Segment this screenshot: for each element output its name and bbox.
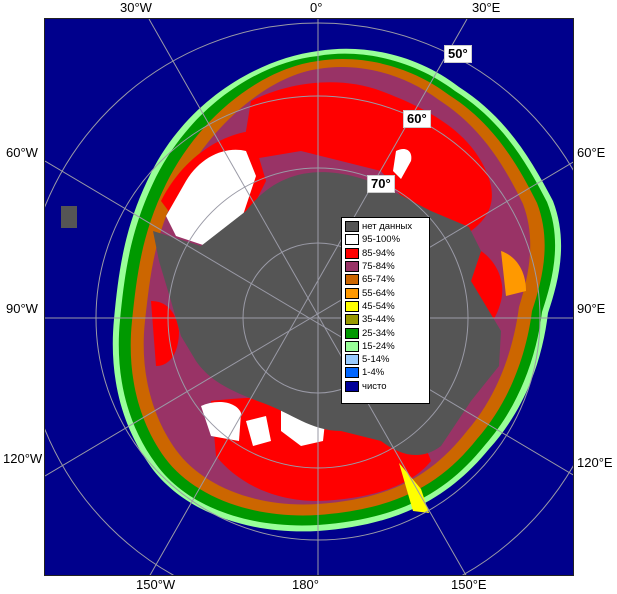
- legend-label: 15-24%: [362, 340, 395, 352]
- legend-swatch: [345, 314, 359, 326]
- polar-stereographic-map: [45, 19, 573, 575]
- legend-item: 15-24%: [345, 340, 426, 353]
- legend-item: 65-74%: [345, 273, 426, 286]
- lon-label-120w: 120°W: [3, 451, 43, 466]
- legend-swatch: [345, 234, 359, 246]
- legend-swatch: [345, 340, 359, 352]
- legend-label: чисто: [362, 380, 387, 392]
- lon-label-60e: 60°E: [577, 145, 606, 160]
- lat-label-60: 60°: [403, 110, 431, 128]
- legend-label: 5-14%: [362, 354, 390, 366]
- lat-label-70: 70°: [367, 175, 395, 193]
- legend-swatch: [345, 287, 359, 299]
- lon-label-120e: 120°E: [577, 455, 613, 470]
- legend-swatch: [345, 221, 359, 233]
- legend-item: 95-100%: [345, 233, 426, 246]
- sea-ice-concentration-map: [44, 18, 574, 576]
- concentration-legend: нет данных 95-100% 85-94% 75-84% 65-74% 55-64…: [341, 217, 430, 404]
- legend-label: нет данных: [362, 221, 413, 233]
- legend-item: 85-94%: [345, 247, 426, 260]
- legend-label: 1-4%: [362, 367, 385, 379]
- legend-swatch: [345, 367, 359, 379]
- legend-swatch: [345, 247, 359, 259]
- legend-swatch: [345, 300, 359, 312]
- legend-swatch: [345, 354, 359, 366]
- lon-label-30e: 30°E: [472, 0, 501, 15]
- legend-item: нет данных: [345, 220, 426, 233]
- legend-item: 35-44%: [345, 313, 426, 326]
- lon-label-180: 180°: [292, 577, 319, 592]
- legend-label: 25-34%: [362, 327, 395, 339]
- no-data-strip: [61, 206, 77, 228]
- legend-swatch: [345, 380, 359, 392]
- legend-item: 1-4%: [345, 366, 426, 379]
- legend-label: 85-94%: [362, 247, 395, 259]
- legend-swatch: [345, 261, 359, 273]
- lon-label-90w: 90°W: [6, 301, 38, 316]
- meridian-120: [45, 161, 573, 477]
- lon-label-90e: 90°E: [577, 301, 606, 316]
- legend-swatch: [345, 274, 359, 286]
- legend-item: 45-54%: [345, 300, 426, 313]
- lon-label-30w: 30°W: [120, 0, 152, 15]
- legend-item: 55-64%: [345, 286, 426, 299]
- legend-label: 55-64%: [362, 287, 395, 299]
- lon-label-60w: 60°W: [6, 145, 38, 160]
- legend-item: 25-34%: [345, 326, 426, 339]
- lon-label-150w: 150°W: [136, 577, 176, 592]
- legend-label: 75-84%: [362, 261, 395, 273]
- legend-item: чисто: [345, 380, 426, 393]
- lat-label-50: 50°: [444, 45, 472, 63]
- lon-label-150e: 150°E: [451, 577, 487, 592]
- graticule: [45, 19, 573, 575]
- legend-item: 75-84%: [345, 260, 426, 273]
- ice-orange-east: [501, 251, 526, 296]
- legend-item: 5-14%: [345, 353, 426, 366]
- legend-label: 95-100%: [362, 234, 401, 246]
- legend-label: 35-44%: [362, 314, 395, 326]
- lon-label-0: 0°: [310, 0, 323, 15]
- legend-label: 65-74%: [362, 274, 395, 286]
- ice-yellow-spot: [399, 463, 429, 513]
- legend-swatch: [345, 327, 359, 339]
- legend-label: 45-54%: [362, 300, 395, 312]
